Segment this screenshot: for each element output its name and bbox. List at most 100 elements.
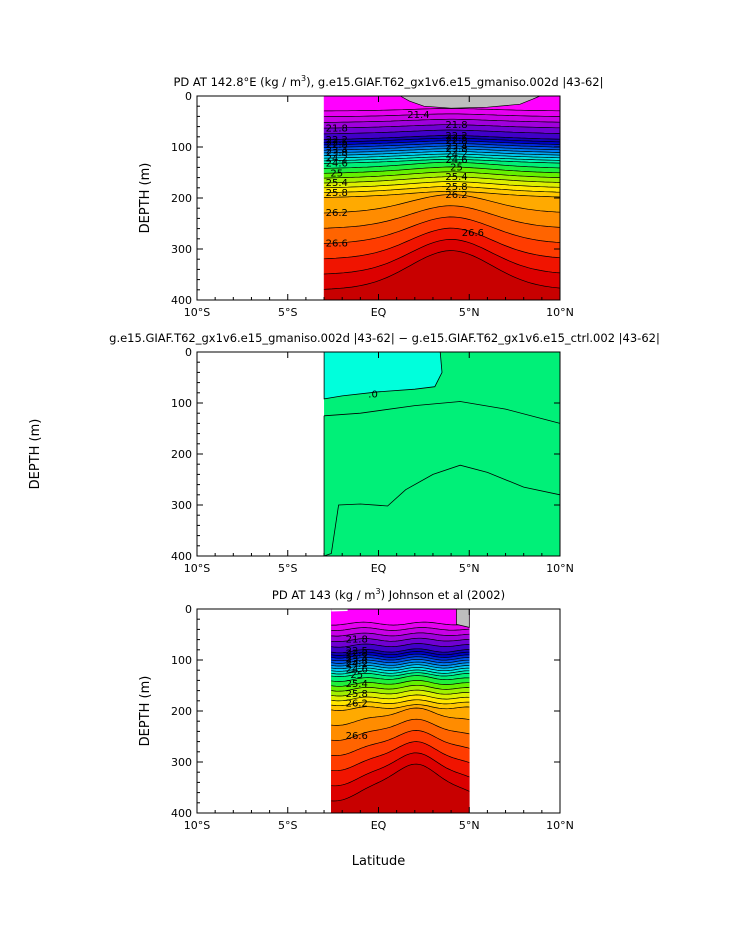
contour-line [324, 239, 561, 275]
contour-label: 22.8 [346, 649, 368, 660]
contour-line [331, 637, 470, 642]
y-tick-label: 0 [185, 603, 192, 616]
contour-line [324, 150, 561, 156]
title-part: 3 [301, 74, 306, 83]
contour-line [331, 627, 470, 631]
x-tick-label: 10°N [546, 819, 574, 832]
y-axis-label: DEPTH (m) [28, 419, 43, 490]
contour-label: 24.6 [445, 155, 467, 166]
contour-label: 24.2 [346, 659, 368, 670]
contour-label: 26.2 [326, 208, 348, 219]
negative-region [323, 351, 443, 400]
contour-line [331, 648, 470, 654]
x-tick-label: 5°N [459, 819, 480, 832]
contour-line [324, 161, 561, 169]
contour-label: 25.4 [326, 178, 348, 189]
contour-line [331, 621, 470, 626]
contour-label: 26.2 [445, 190, 467, 201]
contour-line [331, 643, 470, 648]
contour-line [324, 113, 561, 118]
axes-panel-1: 10°S 5°S EQ 5°N 10°N 0 100 200 300 400 [171, 90, 574, 319]
contour-line [324, 137, 561, 143]
contour-line [324, 142, 561, 148]
land-mask [398, 95, 541, 109]
y-tick-label: 100 [171, 141, 192, 154]
chart-title: PD AT 142.8°E (kg / m3), g.e15.GIAF.T62_… [173, 74, 603, 89]
contour-line [331, 763, 470, 802]
x-tick-label: 10°S [184, 819, 210, 832]
contour-line [324, 124, 560, 129]
contour-line [331, 689, 470, 697]
contour-line [331, 699, 470, 707]
title-part: PD AT 142.8 [173, 75, 243, 89]
contour-label: 23.4 [326, 145, 348, 156]
contour-line [324, 166, 561, 174]
contour-line [331, 632, 470, 637]
x-tick-label: EQ [371, 562, 387, 575]
contour-label: 23.4 [445, 142, 467, 153]
x-tick-label: 5°S [278, 819, 297, 832]
y-axis-label: DEPTH (m) [138, 676, 153, 747]
contour-line [324, 129, 561, 135]
contour-line [331, 704, 470, 711]
x-tick-label: 5°N [459, 306, 480, 319]
contour-line [331, 694, 470, 702]
title-part: ), g.e15.GIAF.T62_gx1v6.e15_gmaniso.002d… [306, 75, 603, 89]
x-tick-label: 10°S [184, 562, 210, 575]
contour-line [324, 250, 561, 290]
contour-line [324, 108, 560, 112]
contour-line [331, 730, 470, 756]
title-part: 3 [375, 587, 380, 596]
contour-line [331, 707, 470, 726]
chart-title: g.e15.GIAF.T62_gx1v6.e15_gmaniso.002d |4… [109, 331, 660, 345]
y-tick-label: 0 [185, 346, 192, 359]
contour-label: 25.8 [326, 188, 348, 199]
contour-label: 22.8 [445, 136, 467, 147]
contour-line [324, 148, 561, 154]
x-tick-label: EQ [371, 306, 387, 319]
contour-line [331, 741, 470, 772]
land-mask [456, 608, 470, 628]
x-tick-label: 5°S [278, 562, 297, 575]
y-tick-label: 300 [171, 243, 192, 256]
contour-label: 24.6 [326, 159, 348, 170]
y-tick-label: 200 [171, 192, 192, 205]
y-tick-label: 100 [171, 397, 192, 410]
contour-label: 21.8 [445, 120, 467, 131]
contour-line [331, 680, 470, 687]
contour-field-panel-3: 21.822.522.823.423.824.224.62525.425.826… [138, 587, 506, 814]
x-tick-label: 10°S [184, 306, 210, 319]
contour-line [324, 156, 561, 162]
contour-line [331, 653, 470, 659]
contour-label: 25.8 [346, 689, 368, 700]
contour-label: 25.8 [445, 182, 467, 193]
y-tick-label: 200 [171, 705, 192, 718]
contour-label: 23.8 [326, 148, 348, 159]
contour-label: 25.4 [346, 679, 368, 690]
x-axis-label: Latitude [352, 854, 406, 869]
contour-label: 23.8 [346, 657, 368, 668]
x-tick-label: 10°N [546, 306, 574, 319]
contour-line [324, 118, 561, 123]
contour-line [331, 656, 470, 662]
title-part: ) Johnson et al (2002) [381, 588, 506, 602]
contour-line [324, 194, 561, 214]
contour-line [324, 227, 561, 260]
contour-line [331, 675, 470, 682]
contour-line [324, 171, 561, 179]
contour-label: 26.6 [462, 228, 484, 239]
y-tick-label: 300 [171, 499, 192, 512]
contour-line [331, 718, 470, 741]
contour-line [324, 158, 561, 164]
contour-line [324, 134, 561, 140]
contour-label: 25 [330, 168, 343, 179]
density-band [331, 608, 470, 626]
contour-line [331, 661, 470, 667]
contour-line [324, 153, 561, 159]
contour-line [324, 205, 561, 229]
contour-line [324, 216, 561, 244]
contour-label: 26.2 [346, 699, 368, 710]
y-tick-label: 300 [171, 756, 192, 769]
y-axis-label: DEPTH (m) [138, 163, 153, 234]
x-tick-label: 10°N [546, 562, 574, 575]
